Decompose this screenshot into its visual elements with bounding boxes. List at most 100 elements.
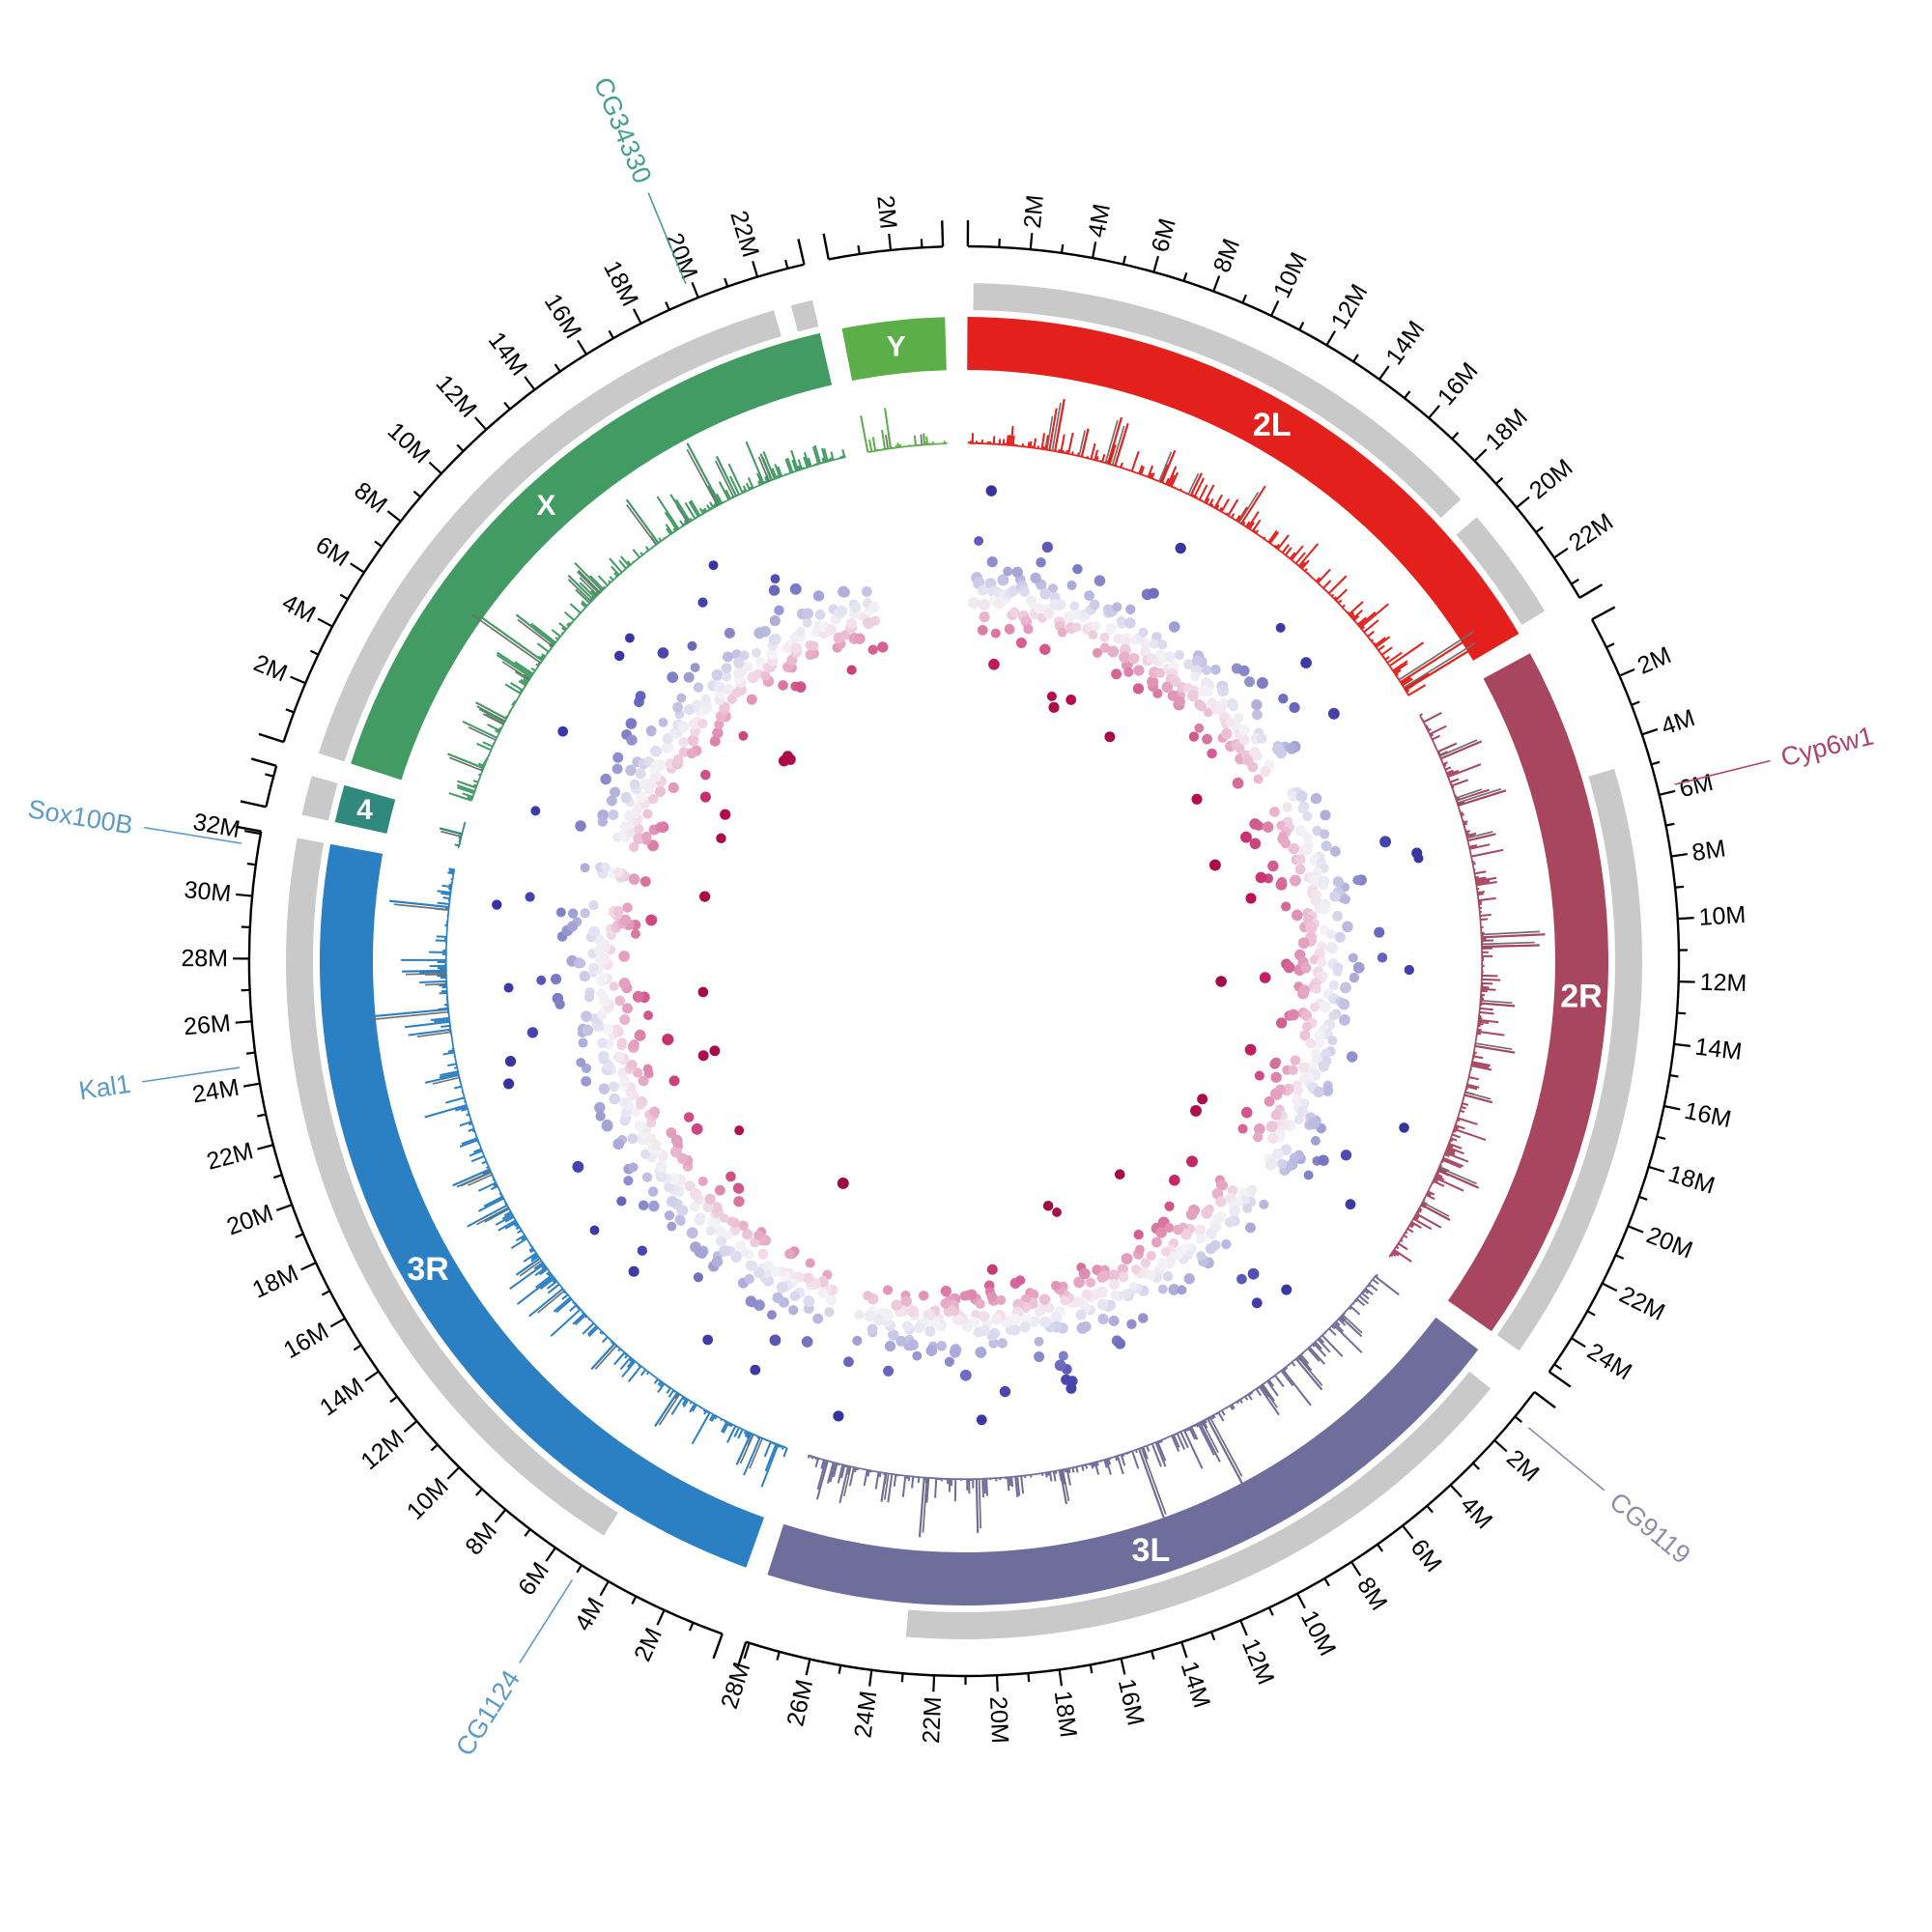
tick-label-X-8M: 8M xyxy=(349,477,392,519)
tick-label-3L-24M: 24M xyxy=(849,1690,882,1740)
hist-baseline-3R xyxy=(445,868,787,1449)
tick-label-2R-20M: 20M xyxy=(1643,1221,1697,1264)
scatter-2R xyxy=(1190,786,1424,1210)
gene-label-text-CG1124: CG1124 xyxy=(450,1665,526,1761)
chromosome-band-3L xyxy=(767,1317,1479,1605)
tick-label-2L-22M: 22M xyxy=(1564,508,1618,557)
tick-label-3R-30M: 30M xyxy=(183,876,232,907)
gray-band-2R-0 xyxy=(1496,768,1643,1351)
tick-label-3R-22M: 22M xyxy=(204,1137,256,1176)
hist-baseline-Y xyxy=(867,442,947,453)
chromosome-band-3R xyxy=(319,843,765,1568)
chromosome-label-X: X xyxy=(536,490,555,522)
gray-band-X-1 xyxy=(790,299,819,332)
chromosome-label-4: 4 xyxy=(356,794,373,826)
hist-baseline-2L xyxy=(969,442,1409,696)
tick-label-3L-10M: 10M xyxy=(1295,1606,1341,1661)
tick-label-Y-2M: 2M xyxy=(871,194,901,230)
gene-label-text-CG9119: CG9119 xyxy=(1605,1487,1696,1570)
scatter-2L xyxy=(968,485,1340,805)
tick-label-X-6M: 6M xyxy=(311,531,354,572)
chromosome-label-2R: 2R xyxy=(1560,978,1602,1014)
gray-band-4-0 xyxy=(301,776,338,821)
tick-label-2L-14M: 14M xyxy=(1380,316,1430,370)
gray-band-3R-0 xyxy=(286,838,618,1536)
tick-label-X-2M: 2M xyxy=(250,649,292,687)
tick-label-2L-18M: 18M xyxy=(1480,404,1532,456)
tick-label-X-16M: 16M xyxy=(539,289,586,343)
chromosome-label-3L: 3L xyxy=(1132,1532,1171,1569)
tick-label-3R-16M: 16M xyxy=(279,1318,333,1365)
histogram-Y xyxy=(860,408,948,453)
scatter-4 xyxy=(580,862,711,902)
gene-label-CG9119: CG9119 xyxy=(1527,1427,1696,1570)
histogram-X xyxy=(447,440,846,802)
tick-label-2L-2M: 2M xyxy=(1019,193,1049,229)
hist-baseline-X xyxy=(470,456,846,801)
tick-label-3L-12M: 12M xyxy=(1236,1634,1280,1689)
histogram-2L xyxy=(967,398,1485,696)
tick-label-3R-6M: 6M xyxy=(513,1557,554,1601)
tick-label-3L-22M: 22M xyxy=(918,1696,947,1745)
tick-label-3L-14M: 14M xyxy=(1176,1659,1215,1712)
tick-label-3R-8M: 8M xyxy=(460,1518,502,1561)
tick-label-2R-22M: 22M xyxy=(1615,1281,1669,1326)
tick-label-3R-24M: 24M xyxy=(190,1074,242,1109)
chromosome-label-3R: 3R xyxy=(407,1251,448,1288)
tick-label-X-14M: 14M xyxy=(483,327,533,382)
histogram-4 xyxy=(439,821,466,849)
tick-label-3R-10M: 10M xyxy=(402,1473,454,1525)
tick-label-2R-14M: 14M xyxy=(1693,1034,1744,1065)
tick-label-3L-26M: 26M xyxy=(781,1677,818,1729)
tick-label-3R-32M: 32M xyxy=(191,809,242,843)
tick-label-2R-8M: 8M xyxy=(1690,835,1727,867)
chromosome-band-Y xyxy=(841,317,947,382)
histogram-2R xyxy=(1388,711,1546,1263)
tick-label-3R-28M: 28M xyxy=(181,945,228,972)
axis-Y: 2M xyxy=(822,194,945,261)
tick-label-2L-12M: 12M xyxy=(1326,279,1374,333)
gray-band-3L-0 xyxy=(905,1371,1492,1640)
chromosome-Y: 2M Y xyxy=(822,194,948,453)
tick-label-3R-26M: 26M xyxy=(183,1009,232,1040)
tick-label-2R-24M: 24M xyxy=(1582,1338,1636,1385)
tick-label-3L-28M: 28M xyxy=(716,1660,755,1713)
hist-baseline-3L xyxy=(808,1274,1377,1480)
chromosome-band-X xyxy=(351,332,833,781)
tick-label-2R-6M: 6M xyxy=(1677,769,1716,803)
tick-label-2L-4M: 4M xyxy=(1083,202,1116,240)
gene-label-text-Kal1: Kal1 xyxy=(77,1069,133,1106)
chromosome-label-2L: 2L xyxy=(1253,407,1292,443)
gene-label-text-Sox100B: Sox100B xyxy=(26,794,135,839)
chromosome-band-2L xyxy=(967,317,1520,661)
chromosome-band-2R xyxy=(1447,653,1608,1332)
tick-label-3L-2M: 2M xyxy=(1501,1444,1545,1487)
scatter-X xyxy=(530,560,889,853)
tick-label-3R-4M: 4M xyxy=(570,1593,611,1635)
tick-label-3L-6M: 6M xyxy=(1405,1534,1446,1577)
tick-label-X-12M: 12M xyxy=(431,370,482,423)
tick-label-X-4M: 4M xyxy=(277,589,320,629)
gray-band-2L-1 xyxy=(1456,517,1546,625)
tick-label-X-10M: 10M xyxy=(383,417,436,469)
tick-label-2R-2M: 2M xyxy=(1634,641,1675,680)
tick-label-3L-4M: 4M xyxy=(1455,1492,1497,1535)
tick-label-3L-16M: 16M xyxy=(1113,1676,1150,1728)
scatter-3R xyxy=(492,892,849,1376)
tick-label-3L-8M: 8M xyxy=(1351,1573,1392,1615)
tick-label-3R-14M: 14M xyxy=(315,1373,369,1422)
histogram-3L xyxy=(807,1273,1400,1538)
tick-label-2R-18M: 18M xyxy=(1665,1160,1719,1200)
tick-label-2L-6M: 6M xyxy=(1147,215,1181,255)
tick-label-3L-20M: 20M xyxy=(984,1696,1013,1745)
hist-baseline-2R xyxy=(1388,715,1483,1258)
gene-label-text-Cyp6w1: Cyp6w1 xyxy=(1778,722,1877,773)
tick-label-3L-18M: 18M xyxy=(1049,1689,1082,1739)
tick-label-2L-8M: 8M xyxy=(1208,235,1245,275)
axis-4 xyxy=(240,757,278,809)
